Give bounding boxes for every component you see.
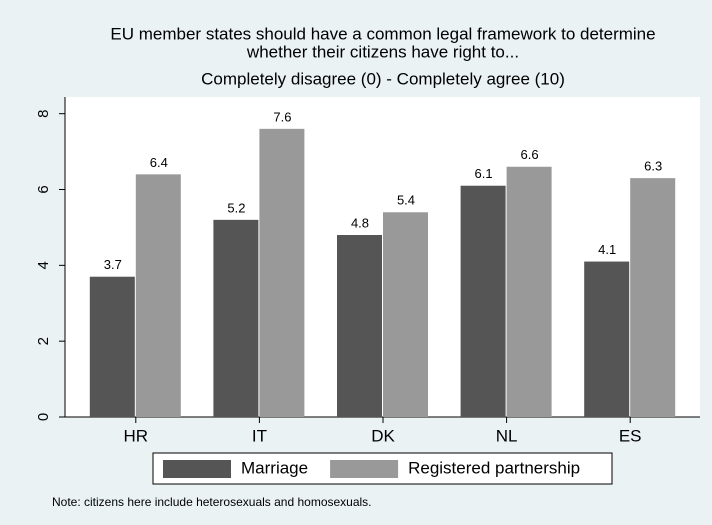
- legend-label: Registered partnership: [408, 458, 580, 477]
- bar: [460, 185, 506, 417]
- y-tick-label: 8: [35, 110, 52, 118]
- y-tick-label: 6: [35, 185, 52, 193]
- value-label: 6.3: [644, 159, 662, 174]
- value-label: 5.4: [397, 193, 415, 208]
- value-label: 4.8: [351, 215, 369, 230]
- chart-title: whether their citizens have right to...: [246, 42, 519, 61]
- bar: [213, 219, 259, 417]
- value-label: 4.1: [598, 242, 616, 257]
- y-tick-label: 2: [35, 337, 52, 345]
- x-tick-label: DK: [371, 426, 395, 445]
- x-tick-label: ES: [619, 426, 642, 445]
- y-tick-label: 4: [35, 261, 52, 269]
- legend-swatch: [163, 460, 231, 478]
- value-label: 6.4: [150, 155, 168, 170]
- x-tick-label: NL: [496, 426, 518, 445]
- legend-swatch: [330, 460, 399, 478]
- legend-label: Marriage: [241, 458, 308, 477]
- y-tick-label: 0: [35, 413, 52, 421]
- bar: [89, 276, 135, 417]
- value-label: 6.6: [521, 147, 539, 162]
- bar: [383, 212, 428, 417]
- note: Note: citizens here include heterosexual…: [52, 495, 372, 509]
- value-label: 7.6: [273, 109, 291, 124]
- bar: [584, 261, 630, 417]
- bar: [135, 174, 181, 417]
- bar: [506, 166, 552, 417]
- bar: [259, 128, 305, 418]
- value-label: 6.1: [475, 166, 493, 181]
- chart-subtitle: Completely disagree (0) - Completely agr…: [201, 69, 565, 88]
- bar: [337, 235, 382, 417]
- x-tick-label: HR: [124, 426, 149, 445]
- chart-title: EU member states should have a common le…: [110, 24, 655, 43]
- value-label: 5.2: [227, 200, 245, 215]
- x-tick-label: IT: [252, 426, 267, 445]
- bar: [630, 178, 676, 417]
- value-label: 3.7: [104, 257, 122, 272]
